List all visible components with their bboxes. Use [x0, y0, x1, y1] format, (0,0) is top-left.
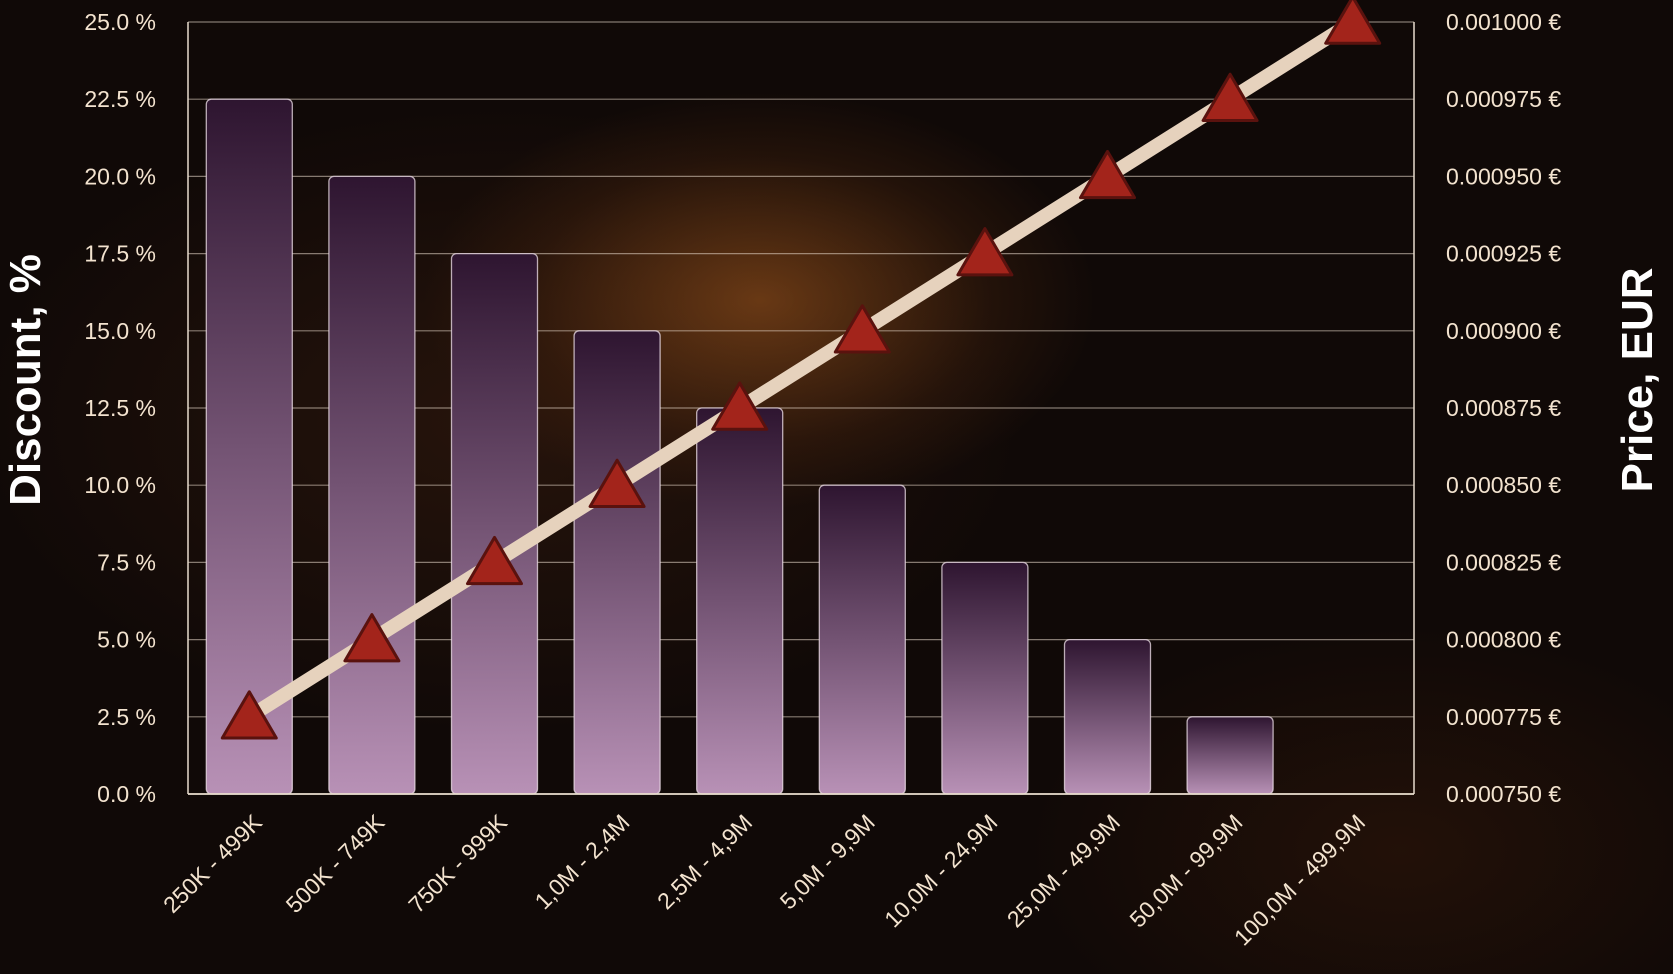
x-axis-tick-labels: 250K - 499K 500K - 749K 750K - 999K 1,0M - … — [158, 809, 1370, 951]
price-marker-3 — [588, 458, 646, 508]
x-tick-label: 500K - 749K — [281, 809, 390, 918]
right-tick-label: 0.000975 € — [1446, 86, 1561, 112]
x-tick-label: 25,0M - 49,9M — [1002, 809, 1125, 932]
left-tick-label: 2.5 % — [97, 704, 156, 730]
right-tick-label: 0.000875 € — [1446, 395, 1561, 421]
bar-8 — [1186, 716, 1274, 795]
right-tick-label: 0.000800 € — [1446, 627, 1561, 653]
right-axis-title: Price, EUR — [1613, 268, 1662, 493]
right-tick-label: 0.000750 € — [1446, 781, 1561, 807]
left-tick-label: 5.0 % — [97, 627, 156, 653]
right-tick-label: 0.000825 € — [1446, 549, 1561, 575]
price-line — [242, 15, 1360, 724]
bar-3 — [573, 330, 661, 795]
bar-series — [205, 98, 1274, 795]
x-tick-label: 5,0M - 9,9M — [775, 809, 880, 914]
x-tick-label: 2,5M - 4,9M — [652, 809, 757, 914]
bar-5 — [818, 484, 906, 795]
left-tick-label: 7.5 % — [97, 549, 156, 575]
bar-6 — [941, 561, 1029, 795]
right-tick-label: 0.000950 € — [1446, 163, 1561, 189]
left-tick-label: 25.0 % — [84, 9, 156, 35]
right-tick-label: 0.001000 € — [1446, 9, 1561, 35]
left-tick-label: 0.0 % — [97, 781, 156, 807]
price-marker-5 — [833, 304, 891, 354]
price-marker-4 — [711, 381, 769, 431]
left-tick-label: 12.5 % — [84, 395, 156, 421]
left-tick-label: 15.0 % — [84, 318, 156, 344]
bar-1 — [328, 175, 416, 795]
x-tick-label: 250K - 499K — [158, 809, 267, 918]
right-tick-label: 0.000850 € — [1446, 472, 1561, 498]
price-marker-0 — [220, 690, 278, 740]
right-tick-label: 0.000925 € — [1446, 241, 1561, 267]
left-axis-title: Discount, % — [1, 254, 50, 506]
right-tick-label: 0.000775 € — [1446, 704, 1561, 730]
x-tick-label: 50,0M - 99,9M — [1124, 809, 1247, 932]
left-tick-label: 17.5 % — [84, 241, 156, 267]
price-marker-6 — [956, 227, 1014, 277]
price-marker-2 — [466, 535, 523, 586]
right-axis-tick-labels: 0.000750 € 0.000775 € 0.000800 € 0.000825 €… — [1446, 9, 1561, 807]
left-axis-tick-labels: 0.0 % 2.5 % 5.0 % 7.5 % 10.0 % 12.5 % 15.0 % 17… — [84, 9, 156, 807]
price-marker-8 — [1201, 72, 1259, 122]
x-tick-label: 750K - 999K — [403, 809, 512, 918]
bar-4 — [696, 407, 784, 795]
x-tick-label: 100,0M - 499,9M — [1229, 809, 1370, 950]
right-tick-label: 0.000900 € — [1446, 318, 1561, 344]
x-tick-label: 1,0M - 2,4M — [529, 809, 634, 914]
bar-2 — [450, 252, 539, 795]
left-tick-label: 22.5 % — [84, 86, 156, 112]
left-tick-label: 20.0 % — [84, 163, 156, 189]
price-line-series — [220, 0, 1382, 740]
axes — [187, 22, 1415, 795]
price-marker-7 — [1079, 149, 1136, 200]
price-marker-1 — [343, 613, 401, 663]
bar-7 — [1063, 638, 1152, 795]
x-tick-label: 10,0M - 24,9M — [879, 809, 1002, 932]
price-marker-9 — [1324, 0, 1382, 45]
left-tick-label: 10.0 % — [84, 472, 156, 498]
